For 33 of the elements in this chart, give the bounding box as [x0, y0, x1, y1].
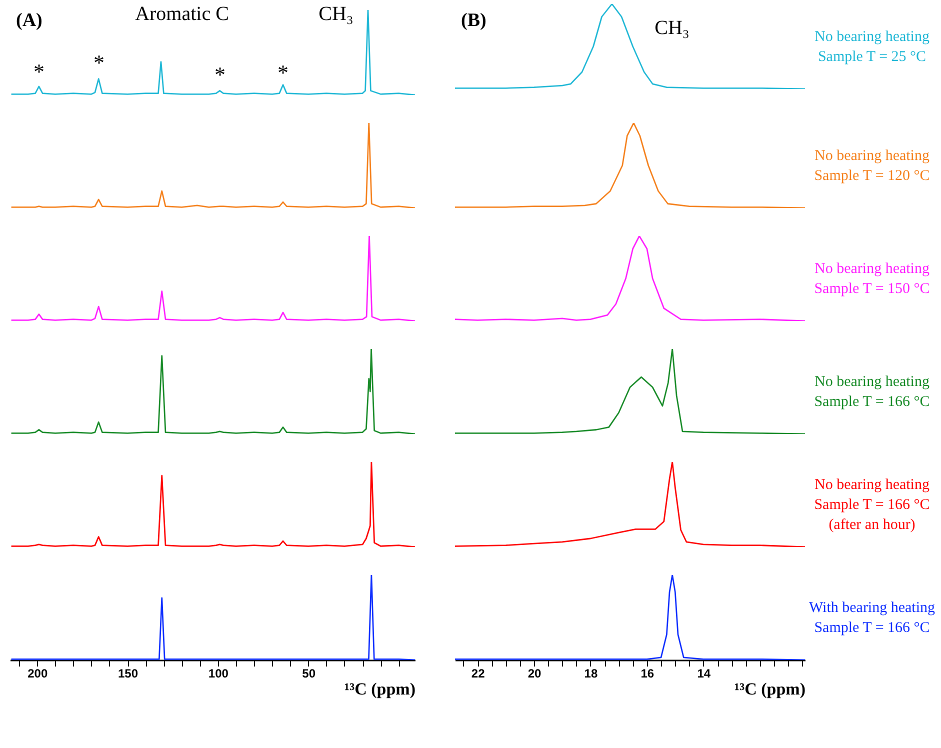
text: Sample T = 25 °C	[818, 48, 926, 66]
x-tick-label: 14	[697, 666, 711, 680]
chart-title: (A)	[16, 10, 42, 31]
text: No bearing heating	[814, 260, 930, 278]
x-tick-label: 200	[28, 666, 48, 680]
x-tick-label: 18	[584, 666, 598, 680]
annotation: Aromatic C	[135, 3, 229, 25]
annotation: CH₃	[654, 17, 690, 39]
text: Sample T = 166 °C	[814, 392, 930, 412]
annotation: *	[214, 62, 226, 87]
text: No bearing heating	[814, 146, 930, 166]
x-tick-label: 20	[528, 666, 542, 680]
text: Sample T = 150 °C	[814, 280, 930, 298]
x-tick-label: 50	[302, 666, 316, 680]
text: (after an hour)	[828, 516, 916, 534]
text: Sample T = 166 °C	[814, 496, 930, 514]
x-axis-title: ¹³C (ppm)	[344, 680, 416, 698]
x-tick-label: 22	[471, 666, 486, 680]
text: No bearing heating	[814, 476, 930, 494]
text: No bearing heating	[814, 372, 930, 392]
text: Sample T = 120 °C	[814, 166, 930, 186]
annotation: *	[94, 50, 104, 75]
x-tick-label: 100	[208, 666, 229, 680]
text: With bearing heating	[808, 598, 936, 618]
x-tick-label: 16	[640, 666, 654, 680]
annotation: *	[34, 59, 44, 84]
chart-title: (B)	[461, 10, 486, 31]
annotation: CH₃	[318, 3, 354, 25]
annotation: *	[278, 60, 288, 85]
x-tick-label: 150	[118, 666, 138, 680]
text: No bearing heating	[814, 28, 930, 46]
text: Sample T = 166 °C	[814, 618, 930, 638]
x-axis-title: ¹³C (ppm)	[734, 680, 806, 698]
